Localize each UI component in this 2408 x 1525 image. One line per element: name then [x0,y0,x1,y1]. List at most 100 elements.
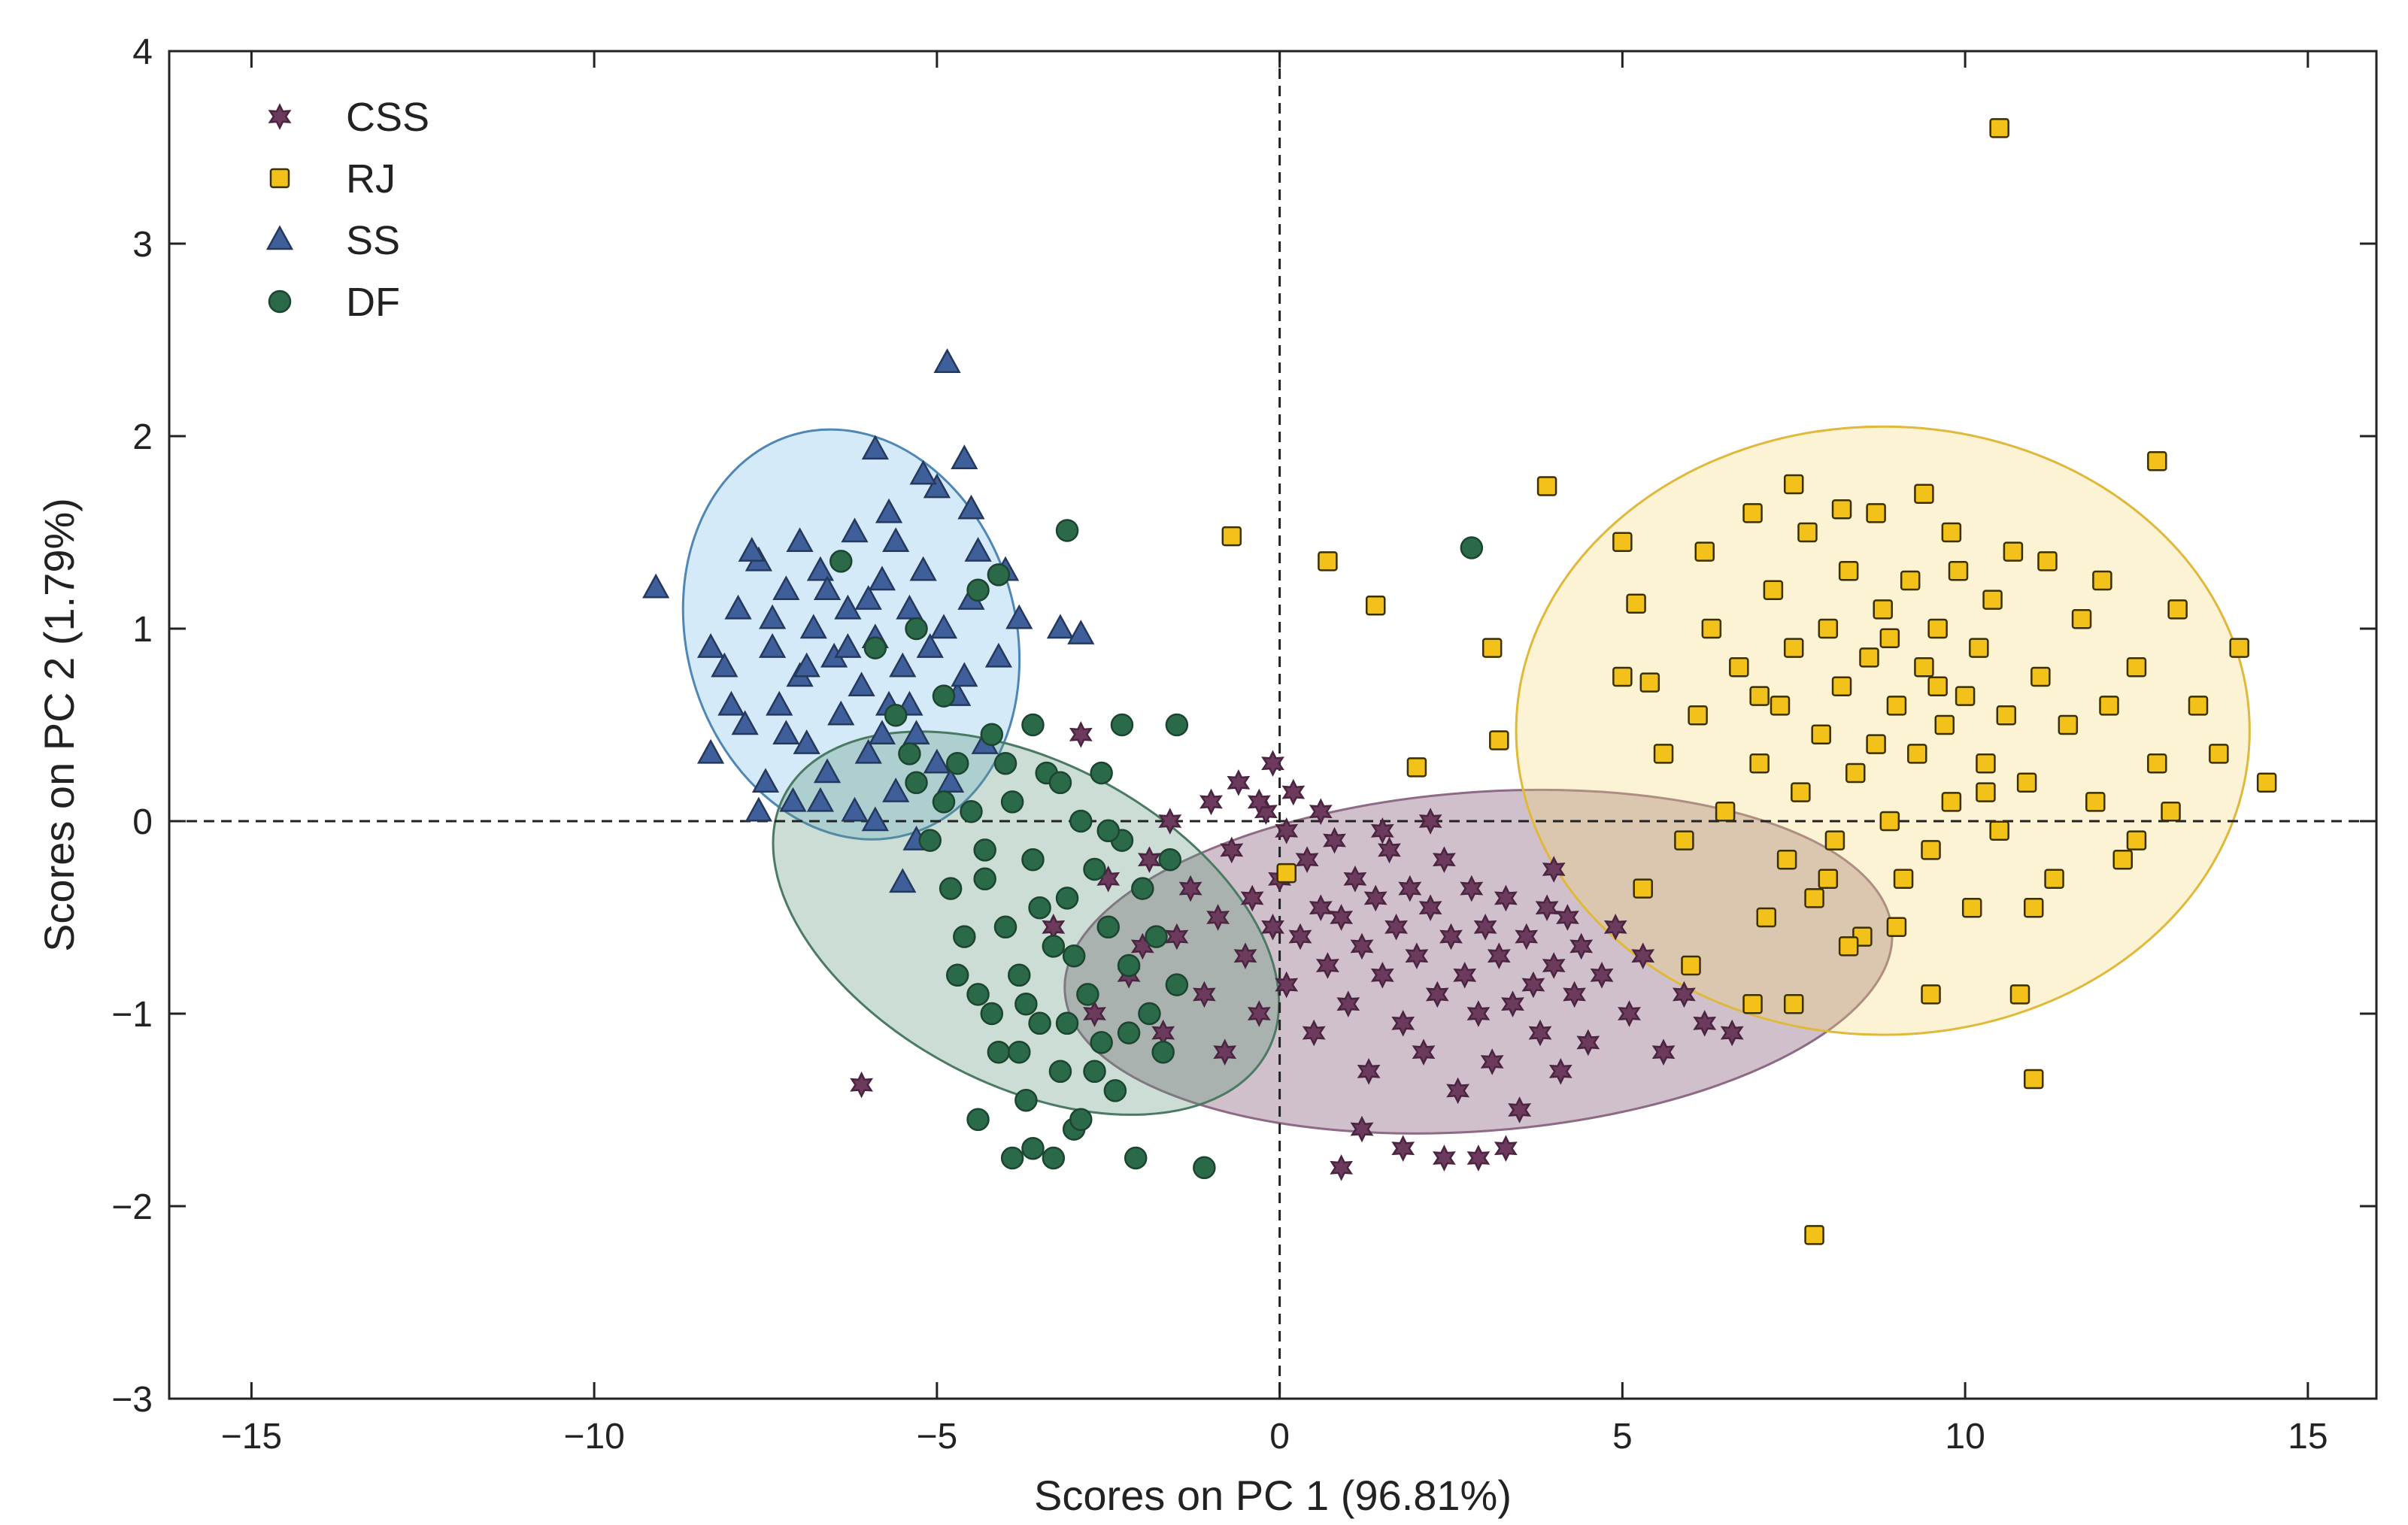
point-css [1398,875,1422,902]
point-css [850,1071,874,1099]
point-df [1021,1136,1045,1160]
ellipse-rj [1515,425,2251,1036]
point-df [993,915,1017,939]
point-rj [1776,849,1797,870]
point-ss [779,787,807,812]
point-css [1480,1048,1504,1075]
legend-label-css: CSS [346,95,429,140]
y-tick-label: −1 [111,995,153,1035]
point-rj [1818,869,1839,890]
point-ss [882,778,910,802]
point-rj [1489,730,1509,750]
point-css [1521,971,1545,999]
point-css [1494,1135,1518,1163]
point-css [1720,1019,1744,1047]
point-css [1220,836,1244,864]
x-tick-label: 0 [1269,1417,1290,1457]
point-rj [2009,984,2030,1005]
point-rj [1914,656,1934,678]
point-ss [848,672,875,697]
point-css [1083,1000,1106,1027]
x-tick-label: 15 [2288,1417,2328,1457]
point-rj [1969,638,1989,658]
point-df [863,636,887,659]
point-ss [813,575,842,601]
point-df [1048,771,1072,795]
point-rj [2126,656,2147,678]
point-ss [889,868,917,893]
point-css [1576,1029,1600,1057]
point-css [1418,808,1442,835]
point-rj [2126,830,2147,850]
legend-label-ss: SS [346,218,400,263]
point-df [1124,1146,1148,1170]
point-css [1439,923,1463,950]
point-rj [1626,593,1646,614]
point-ss [696,633,725,658]
point-ss [951,444,978,469]
point-css [1370,961,1394,989]
point-ss [951,662,978,687]
point-df [884,703,908,727]
point-css [1350,1115,1374,1143]
point-css [1425,981,1449,1008]
point-rj [1688,705,1708,726]
point-rj [1845,762,1866,784]
point-css [1261,913,1284,941]
x-tick-label: −15 [221,1417,282,1457]
point-css [1453,961,1477,989]
x-tick-label: 5 [1612,1417,1633,1457]
point-df [966,983,990,1006]
point-rj [1927,676,1948,697]
point-css [1466,1145,1491,1172]
point-df [1042,1146,1066,1170]
point-css [1240,884,1264,912]
point-rj [2112,849,2133,870]
point-df [1069,809,1093,833]
point-rj [1893,869,1914,890]
point-df [987,563,1011,587]
point-css [1069,720,1093,748]
point-rj [2256,772,2277,793]
point-rj [1982,590,2003,610]
point-df [1145,925,1168,948]
point-df [1117,954,1141,978]
point-rj [1729,656,1749,678]
point-rj [1701,618,1722,639]
point-css [1542,952,1566,979]
point-css [1446,1077,1470,1105]
point-rj [1715,801,1736,822]
point-css [1412,1038,1436,1066]
point-css [1363,884,1387,912]
point-df [1069,1108,1093,1132]
point-df [1000,1146,1024,1170]
data-points [642,118,2277,1245]
point-rj [1976,753,1996,774]
point-css [1590,961,1614,989]
point-rj [1996,705,2017,726]
point-rj [2161,801,2181,822]
point-df [1028,1011,1051,1035]
point-rj [1221,526,1242,547]
point-rj [2003,541,2024,562]
point-df [1062,944,1086,968]
point-css [1247,788,1271,816]
legend-marker-rj [269,168,290,189]
point-ss [642,573,670,599]
point-ss [957,494,985,520]
point-css [1631,942,1655,970]
point-ss [868,565,896,591]
point-ss [711,652,738,678]
point-rj [1674,830,1694,850]
point-ss [834,594,862,620]
point-df [905,617,928,641]
point-df [1014,1088,1038,1112]
point-df [905,771,928,795]
point-ss [916,633,944,658]
point-rj [2229,638,2249,658]
point-ss [861,435,889,460]
point-rj [1941,522,1962,543]
point-ss [731,710,759,735]
point-css [1330,1154,1354,1181]
point-rj [1365,596,1386,616]
